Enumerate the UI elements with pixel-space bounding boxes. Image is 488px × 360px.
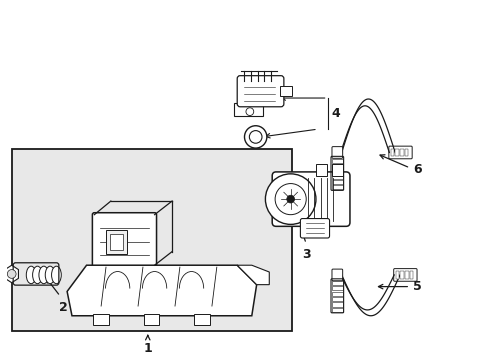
Bar — [12, 149, 291, 331]
FancyBboxPatch shape — [300, 219, 329, 238]
Bar — [395, 271, 399, 279]
Bar — [331, 164, 342, 168]
Bar — [404, 271, 408, 279]
Bar — [331, 180, 342, 184]
Bar — [331, 287, 342, 291]
Bar — [110, 234, 123, 250]
Bar — [331, 185, 342, 189]
Bar — [331, 297, 342, 301]
Bar — [143, 314, 159, 325]
Bar — [234, 103, 263, 117]
Bar — [331, 175, 342, 179]
Bar — [390, 149, 394, 156]
Ellipse shape — [26, 266, 36, 284]
FancyBboxPatch shape — [92, 213, 156, 267]
Circle shape — [245, 108, 253, 116]
Bar — [331, 308, 342, 312]
Polygon shape — [237, 265, 269, 285]
FancyBboxPatch shape — [331, 269, 342, 281]
Ellipse shape — [51, 266, 61, 284]
Bar — [93, 314, 109, 325]
Ellipse shape — [39, 266, 48, 284]
FancyBboxPatch shape — [331, 147, 342, 158]
Bar — [280, 86, 291, 96]
Bar — [331, 169, 342, 174]
Polygon shape — [5, 265, 19, 283]
Bar — [316, 164, 326, 176]
Bar — [404, 149, 407, 156]
Bar — [399, 149, 403, 156]
Bar — [400, 271, 403, 279]
Circle shape — [265, 174, 315, 224]
Text: 6: 6 — [412, 163, 421, 176]
Bar — [331, 281, 342, 285]
Text: 4: 4 — [331, 107, 340, 120]
Bar — [331, 164, 342, 176]
FancyBboxPatch shape — [237, 76, 284, 107]
Bar — [331, 159, 342, 163]
Circle shape — [244, 126, 266, 148]
Circle shape — [249, 131, 262, 143]
Text: 1: 1 — [143, 342, 152, 355]
Text: 5: 5 — [412, 280, 421, 293]
Circle shape — [275, 184, 305, 215]
Bar — [395, 149, 398, 156]
Bar — [409, 271, 412, 279]
Text: 2: 2 — [59, 301, 67, 314]
FancyBboxPatch shape — [272, 172, 349, 226]
Ellipse shape — [33, 266, 42, 284]
Text: 3: 3 — [301, 248, 310, 261]
Bar — [106, 230, 127, 253]
Circle shape — [7, 270, 16, 278]
Bar — [331, 292, 342, 296]
Ellipse shape — [45, 266, 55, 284]
Bar — [331, 302, 342, 306]
Bar — [194, 314, 209, 325]
Polygon shape — [67, 265, 256, 316]
Circle shape — [286, 195, 294, 203]
